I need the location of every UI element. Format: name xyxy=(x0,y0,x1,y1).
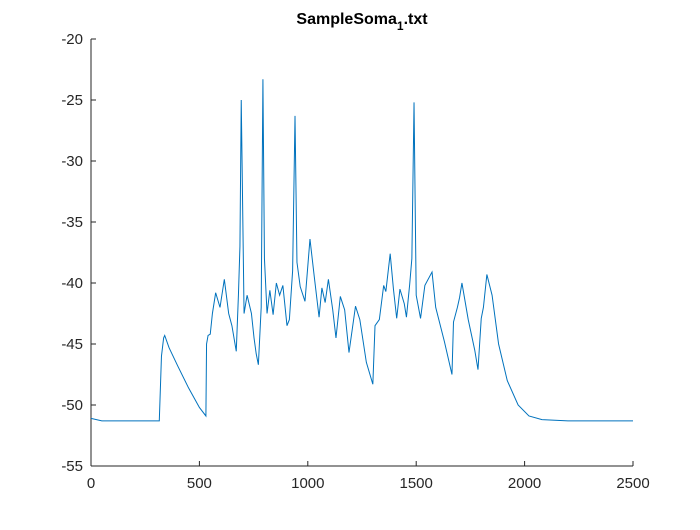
y-tick-label: -50 xyxy=(61,397,83,414)
y-tick-label: -20 xyxy=(61,31,83,48)
x-tick-label: 1500 xyxy=(400,475,433,492)
line-series xyxy=(90,79,633,422)
chart-title: SampleSoma1.txt xyxy=(296,11,428,33)
title-suffix: .txt xyxy=(404,11,429,28)
y-tick-label: -45 xyxy=(61,336,83,353)
y-tick-label: -35 xyxy=(61,214,83,231)
y-tick-label: -25 xyxy=(61,92,83,109)
x-tick-label: 2000 xyxy=(508,475,541,492)
x-tick-label: 1000 xyxy=(291,475,324,492)
y-tick-label: -40 xyxy=(61,275,83,292)
title-subscript: 1 xyxy=(397,19,404,33)
x-tick-label: 0 xyxy=(87,475,95,492)
y-tick-label: -30 xyxy=(61,153,83,170)
x-tick-label: 500 xyxy=(187,475,212,492)
y-tick-label: -55 xyxy=(61,458,83,475)
title-text: SampleSoma xyxy=(296,11,397,28)
x-tick-label: 2500 xyxy=(616,475,649,492)
